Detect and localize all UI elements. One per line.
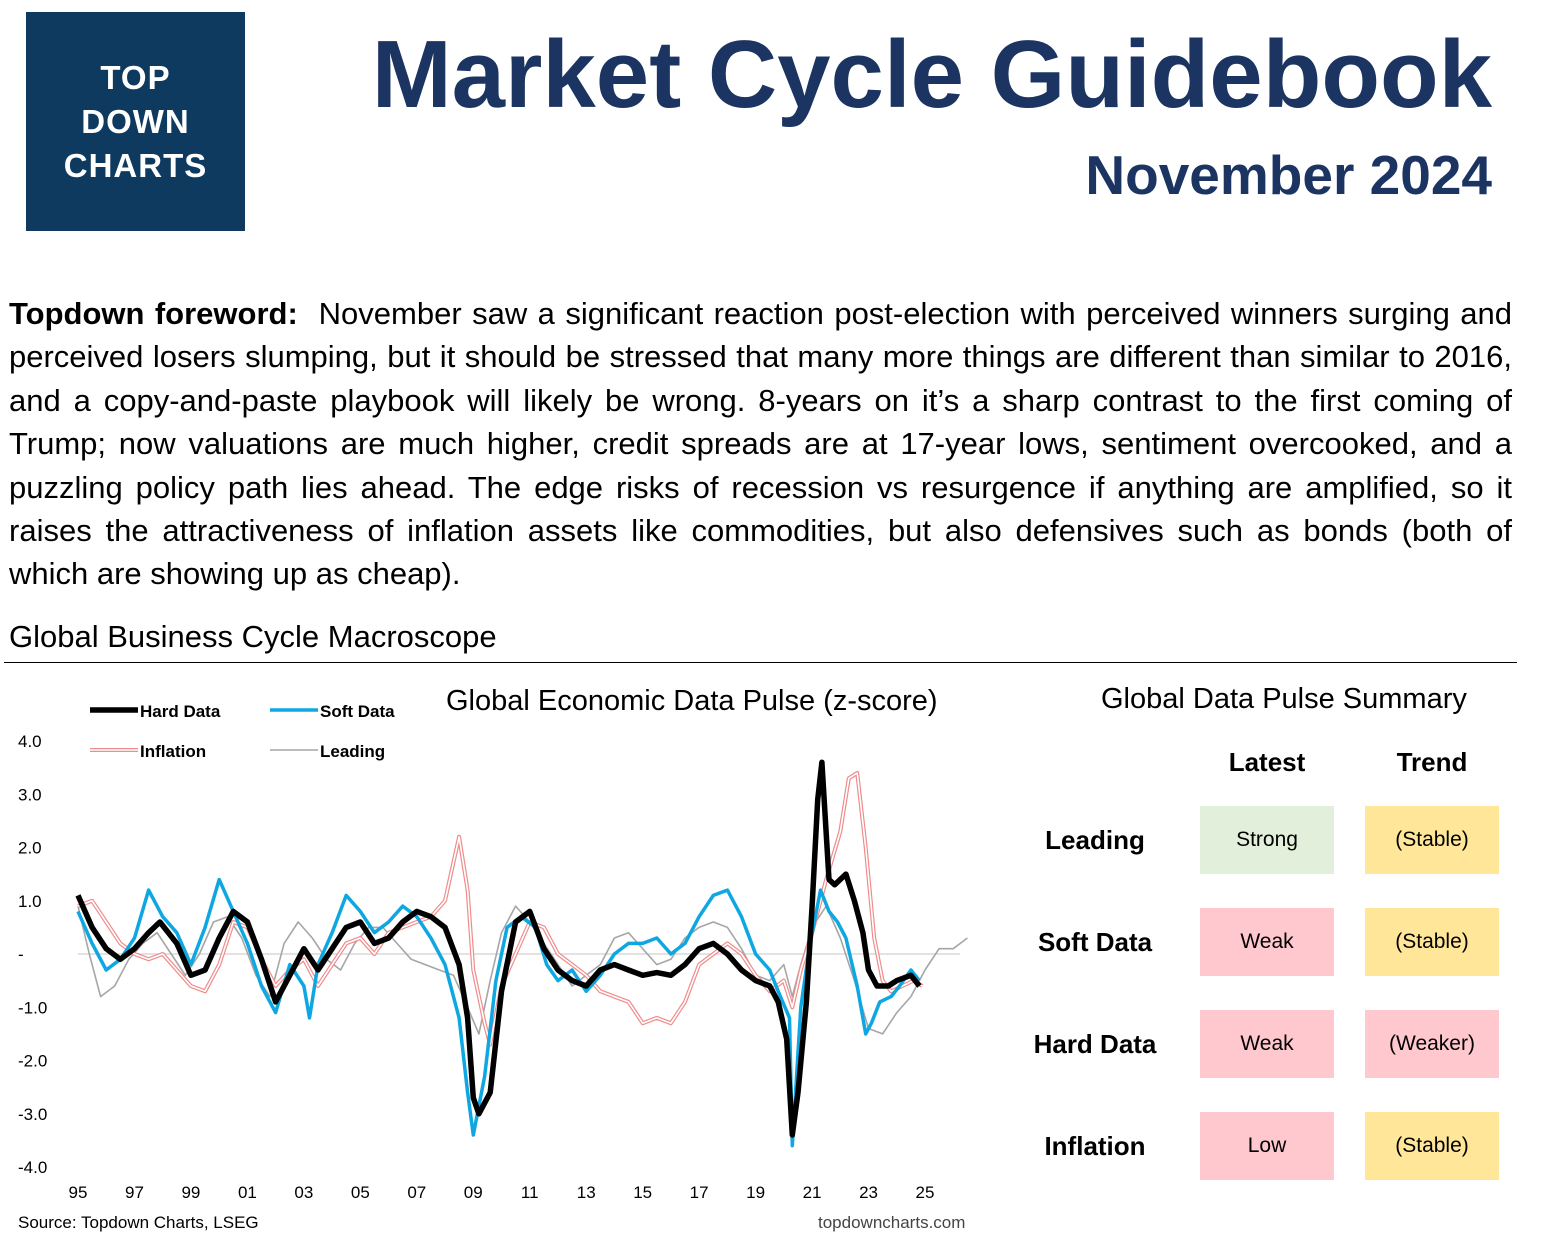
y-tick-label: -1.0 [18,998,47,1017]
source-note: Source: Topdown Charts, LSEG [18,1213,259,1232]
page-title: Market Cycle Guidebook [371,21,1492,128]
legend-label-leading: Leading [320,742,385,761]
summary-row-label: Leading [1045,825,1145,855]
brand-logo: TOP DOWN CHARTS [26,12,245,231]
summary-row-label: Hard Data [1033,1029,1157,1059]
x-tick-label: 15 [633,1183,652,1202]
legend-label-soft-data: Soft Data [320,702,395,721]
y-tick-label: -4.0 [18,1158,47,1177]
logo-line: CHARTS [63,146,208,184]
summary-latest-cell: Low [1200,1112,1334,1180]
section-heading: Global Business Cycle Macroscope [9,619,497,654]
summary-trend-cell: (Stable) [1365,908,1499,976]
y-tick-label: 2.0 [18,839,42,858]
x-tick-label: 99 [181,1183,200,1202]
x-tick-label: 01 [238,1183,257,1202]
x-tick-label: 23 [859,1183,878,1202]
legend-label-hard-data: Hard Data [140,702,221,721]
summary-trend-cell: (Weaker) [1365,1010,1499,1078]
y-tick-label: -3.0 [18,1105,47,1124]
y-tick-label: 4.0 [18,732,42,751]
summary-trend-cell: (Stable) [1365,806,1499,874]
site-url: topdowncharts.com [818,1213,966,1232]
summary-latest-cell: Weak [1200,1010,1334,1078]
hard-data-line [75,759,922,1138]
foreword-label: Topdown foreword: [9,296,298,331]
y-tick-label: 3.0 [18,785,42,804]
foreword-text: November saw a significant reaction post… [9,296,1512,592]
chart-title: Global Economic Data Pulse (z-score) [446,685,938,717]
x-tick-label: 07 [407,1183,426,1202]
legend-label-inflation: Inflation [140,742,206,761]
summary-title: Global Data Pulse Summary [1101,683,1467,715]
y-tick-label: - [18,945,24,964]
summary-latest-cell: Strong [1200,806,1334,874]
leading-line [77,905,968,1035]
y-tick-label: -2.0 [18,1052,47,1071]
x-tick-label: 09 [464,1183,483,1202]
x-tick-label: 21 [803,1183,822,1202]
x-tick-label: 19 [746,1183,765,1202]
summary-row-label: Inflation [1044,1131,1146,1161]
summary-row-label: Soft Data [1037,927,1153,957]
summary-col-trend: Trend [1396,747,1468,777]
section-divider [4,662,1517,663]
x-tick-label: 97 [125,1183,144,1202]
x-tick-label: 05 [351,1183,370,1202]
page-subtitle: November 2024 [1085,144,1492,206]
data-pulse-chart: 4.0 3.0 2.0 1.0 - -1.0 -2.0 -3.0 -4.0 95 97 99 01 03 0… [18,702,968,1202]
x-tick-label: 03 [294,1183,313,1202]
logo-line: DOWN [81,102,190,140]
x-tick-label: 11 [521,1183,539,1202]
foreword-paragraph: Topdown foreword: November saw a signifi… [9,292,1512,596]
x-tick-label: 13 [577,1183,596,1202]
soft-data-line [76,877,921,1148]
summary-trend-cell: (Stable) [1365,1112,1499,1180]
x-tick-label: 95 [69,1183,88,1202]
summary-col-latest: Latest [1228,747,1306,777]
summary-latest-cell: Weak [1200,908,1334,976]
y-tick-label: 1.0 [18,892,42,911]
logo-line: TOP [100,58,171,96]
x-tick-label: 17 [690,1183,709,1202]
x-tick-label: 25 [916,1183,935,1202]
